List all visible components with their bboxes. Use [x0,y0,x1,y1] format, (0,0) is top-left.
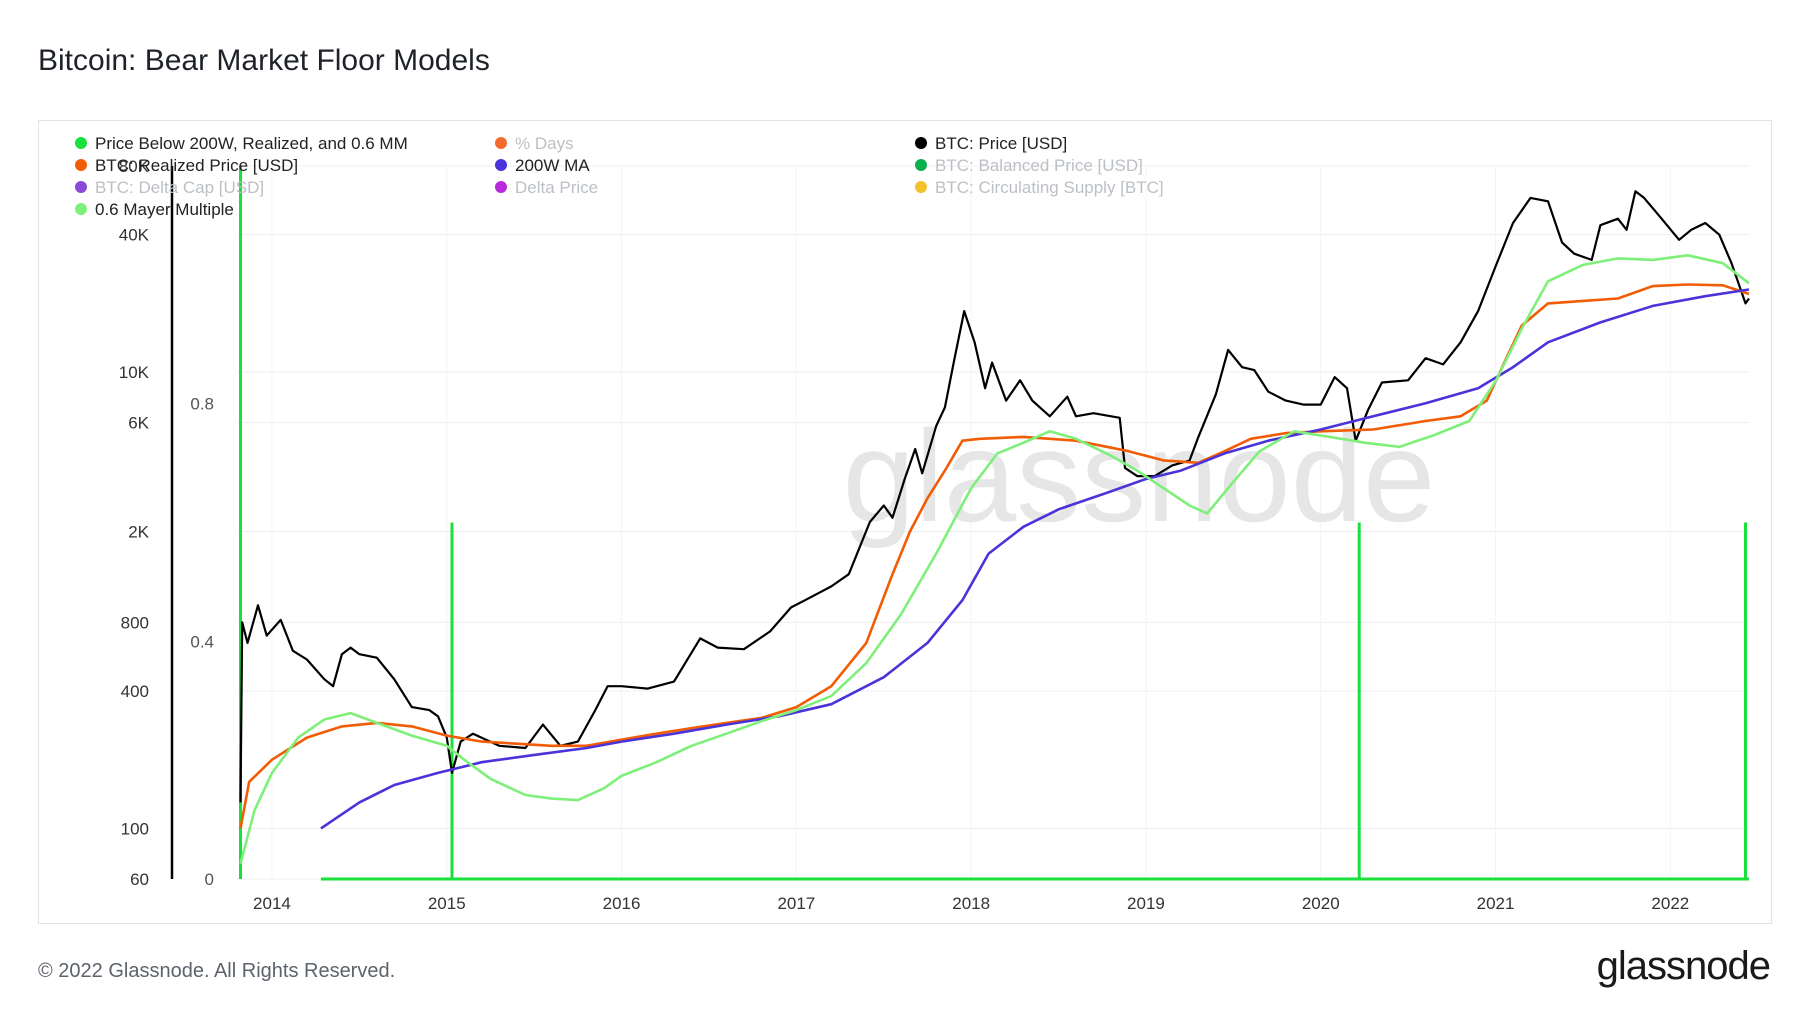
legend-item[interactable]: % Days [495,134,574,153]
y-left-tick-label: 2K [128,523,149,542]
series-line-0-6-mayer-multiple [239,254,1750,865]
legend-item[interactable]: BTC: Circulating Supply [BTC] [915,178,1164,197]
legend-swatch [75,181,87,193]
series-lines [239,190,1750,865]
y-left-tick-label: 6K [128,414,149,433]
legend-item[interactable]: Price Below 200W, Realized, and 0.6 MM [75,134,408,153]
gridlines [237,165,1749,880]
chart-title: Bitcoin: Bear Market Floor Models [38,44,490,77]
chart-canvas: glassnode 601004008002K6K10K40K80K00.40.… [75,134,1750,913]
legend-item[interactable]: BTC: Delta Cap [USD] [75,178,264,197]
x-tick-label: 2019 [1127,894,1165,913]
axes: 60 100 400 800 2K 6K 10K 40K 80K 0 0.4 0.8 2014 2015 2… [119,157,1690,913]
series-line-btc-price-usd [239,190,1750,803]
legend-label: BTC: Price [USD] [935,134,1067,153]
legend-item[interactable]: 200W MA [495,156,590,175]
x-tick-label: 2022 [1651,894,1689,913]
y-inner-tick-label: 0.8 [190,395,214,414]
legend-swatch [495,159,507,171]
y-left-tick-label: 80K [119,157,150,176]
x-tick-label: 2014 [253,894,291,913]
series-line-200w-ma [320,288,1750,830]
legend-label: BTC: Delta Cap [USD] [95,178,264,197]
legend-swatch [75,137,87,149]
x-tick-label: 2018 [952,894,990,913]
legend-swatch [915,181,927,193]
y-inner-tick-label: 0 [205,870,214,889]
legend-label: % Days [515,134,574,153]
y-left-tick-label: 40K [119,226,150,245]
x-tick-label: 2016 [603,894,641,913]
legend-swatch [75,159,87,171]
y-left-tick-label: 400 [121,682,149,701]
y-left-tick-label: 10K [119,363,150,382]
legend-label: 200W MA [515,156,590,175]
x-tick-label: 2015 [428,894,466,913]
legend-label: 0.6 Mayer Multiple [95,200,234,219]
legend-swatch [915,159,927,171]
legend-item[interactable]: BTC: Balanced Price [USD] [915,156,1143,175]
legend-item[interactable]: Delta Price [495,178,598,197]
y-inner-tick-label: 0.4 [190,632,214,651]
legend-label: BTC: Circulating Supply [BTC] [935,178,1164,197]
x-tick-label: 2021 [1477,894,1515,913]
legend-item[interactable]: 0.6 Mayer Multiple [75,200,234,219]
x-tick-label: 2020 [1302,894,1340,913]
legend: Price Below 200W, Realized, and 0.6 MM % … [75,134,1164,219]
legend-swatch [495,181,507,193]
y-left-tick-label: 60 [130,870,149,889]
legend-swatch [915,137,927,149]
legend-swatch [495,137,507,149]
y-left-tick-label: 100 [121,819,149,838]
legend-item[interactable]: BTC: Price [USD] [915,134,1067,153]
legend-label: BTC: Balanced Price [USD] [935,156,1143,175]
series-line-btc-realized-price-usd [239,283,1750,829]
glassnode-logo[interactable]: glassnode [1596,944,1771,988]
copyright-footer: © 2022 Glassnode. All Rights Reserved. [38,960,396,982]
chart-frame: glassnode 60 100 400 800 2K 6K 10K 40K 80K 0 0.4 0.… [38,120,1772,924]
x-tick-label: 2017 [777,894,815,913]
legend-label: BTC: Realized Price [USD] [95,156,298,175]
legend-swatch [75,203,87,215]
legend-item[interactable]: BTC: Realized Price [USD] [75,156,298,175]
legend-label: Price Below 200W, Realized, and 0.6 MM [95,134,408,153]
y-left-tick-label: 800 [121,613,149,632]
legend-label: Delta Price [515,178,598,197]
